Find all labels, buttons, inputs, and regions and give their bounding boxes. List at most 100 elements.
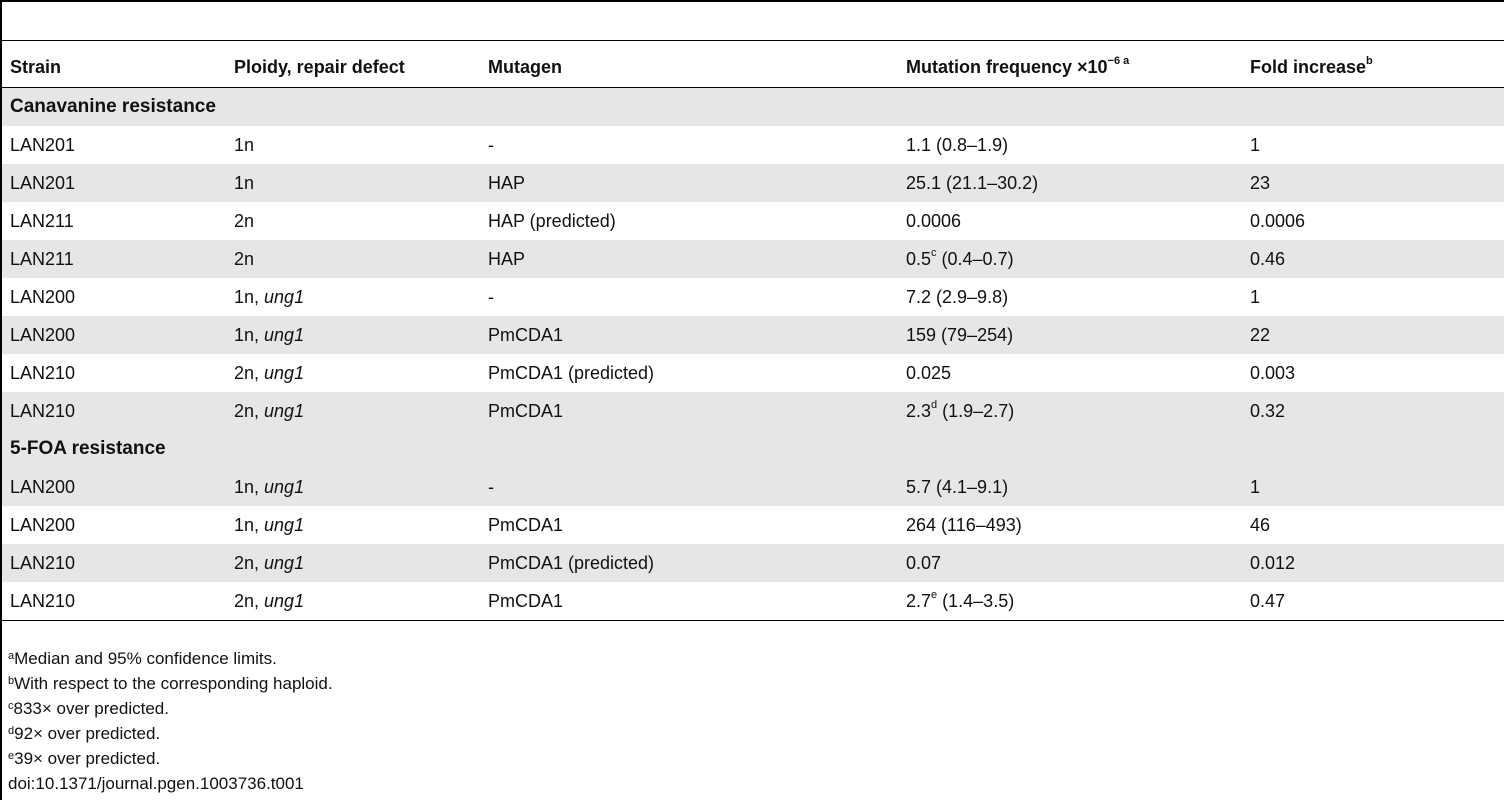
frequency-value: 5.7 <box>906 476 932 497</box>
footnote: e39× over predicted. <box>8 746 333 771</box>
footnote-mark: c <box>8 700 14 712</box>
frequency-confidence-interval: (0.4–0.7) <box>936 248 1014 269</box>
strain-cell: LAN200 <box>2 316 226 354</box>
fold-cell: 22 <box>1242 316 1504 354</box>
fold-footnote-mark: b <box>1366 54 1373 67</box>
footnote-text: Median and 95% confidence limits. <box>14 649 277 668</box>
fold-cell: 0.012 <box>1242 544 1504 582</box>
mutagen-value: PmCDA1 <box>488 400 564 421</box>
doi-line: doi:10.1371/journal.pgen.1003736.t001 <box>8 774 304 793</box>
strain-cell: LAN211 <box>2 202 226 240</box>
fold-value: 0.47 <box>1250 590 1286 611</box>
strain-value: LAN200 <box>10 286 76 307</box>
mutagen-value: HAP <box>488 172 526 193</box>
frequency-value: 25.1 <box>906 172 942 193</box>
mutagen-cell: PmCDA1 <box>480 582 898 621</box>
frequency-cell: 264 (116–493) <box>898 506 1242 544</box>
column-header-fold: Fold increaseb <box>1242 47 1504 88</box>
strain-cell: LAN201 <box>2 126 226 164</box>
table-row: LAN201 1n - 1.1 (0.8–1.9) 1 <box>2 126 1504 164</box>
frequency-footnote-mark: c <box>931 246 937 259</box>
mutagen-cell: - <box>480 126 898 164</box>
strain-value: LAN210 <box>10 590 76 611</box>
fold-value: 0.32 <box>1250 400 1286 421</box>
frequency-value: 0.07 <box>906 552 942 573</box>
mutagen-cell: PmCDA1 (predicted) <box>480 354 898 392</box>
strain-value: LAN210 <box>10 362 76 383</box>
fold-cell: 23 <box>1242 164 1504 202</box>
fold-value: 1 <box>1250 286 1261 307</box>
frequency-confidence-interval: (1.9–2.7) <box>937 400 1015 421</box>
table-body: Canavanine resistance LAN201 1n - 1.1 (0.8–1… <box>2 87 1504 621</box>
fold-value: 1 <box>1250 134 1261 155</box>
frequency-value: 0.5 <box>906 248 932 269</box>
ploidy-cell: 1n, ung1 <box>226 316 480 354</box>
fold-cell: 0.32 <box>1242 392 1504 430</box>
ploidy-value: 2n, <box>234 362 265 383</box>
mutagen-value: - <box>488 134 494 155</box>
mutagen-cell: HAP (predicted) <box>480 202 898 240</box>
table-row: LAN210 2n, ung1 PmCDA1 (predicted) 0.025 0.0… <box>2 354 1504 392</box>
repair-defect-gene: ung1 <box>264 324 305 345</box>
repair-defect-gene: ung1 <box>264 286 305 307</box>
frequency-confidence-interval: (79–254) <box>936 324 1014 345</box>
ploidy-value: 1n <box>234 172 255 193</box>
footnote: c833× over predicted. <box>8 696 333 721</box>
frequency-value: 159 <box>906 324 937 345</box>
frequency-cell: 25.1 (21.1–30.2) <box>898 164 1242 202</box>
frequency-cell: 0.0006 <box>898 202 1242 240</box>
frequency-confidence-interval: (1.4–3.5) <box>937 590 1015 611</box>
table-row: LAN210 2n, ung1 PmCDA1 2.7e (1.4–3.5) 0.47 <box>2 582 1504 621</box>
frequency-cell: 0.07 <box>898 544 1242 582</box>
strain-value: LAN210 <box>10 400 76 421</box>
fold-value: 0.012 <box>1250 552 1296 573</box>
frequency-cell: 2.7e (1.4–3.5) <box>898 582 1242 621</box>
strain-value: LAN201 <box>10 134 76 155</box>
ploidy-cell: 2n, ung1 <box>226 544 480 582</box>
mutagen-cell: PmCDA1 (predicted) <box>480 544 898 582</box>
ploidy-value: 2n <box>234 210 255 231</box>
frequency-cell: 2.3d (1.9–2.7) <box>898 392 1242 430</box>
fold-cell: 1 <box>1242 126 1504 164</box>
header-rule <box>0 40 1504 41</box>
mutagen-value: PmCDA1 <box>488 324 564 345</box>
column-header-ploidy: Ploidy, repair defect <box>226 47 480 88</box>
strain-value: LAN201 <box>10 172 76 193</box>
table-row: LAN200 1n, ung1 PmCDA1 264 (116–493) 46 <box>2 506 1504 544</box>
strain-value: LAN211 <box>10 210 74 231</box>
header-row: Strain Ploidy, repair defect Mutagen Mut… <box>2 47 1504 88</box>
section-title: 5-FOA resistance <box>2 430 1504 468</box>
fold-cell: 0.0006 <box>1242 202 1504 240</box>
repair-defect-gene: ung1 <box>264 400 305 421</box>
frequency-confidence-interval: (4.1–9.1) <box>931 476 1009 497</box>
section-row: Canavanine resistance <box>2 87 1504 126</box>
strain-cell: LAN210 <box>2 544 226 582</box>
ploidy-value: 2n, <box>234 552 265 573</box>
table-row: LAN200 1n, ung1-7.2 (2.9–9.8) 1 <box>2 278 1504 316</box>
mutagen-value: - <box>488 476 494 497</box>
fold-cell: 0.46 <box>1242 240 1504 278</box>
footnote-list: aMedian and 95% confidence limits. bWith … <box>8 646 333 771</box>
frequency-confidence-interval: (0.8–1.9) <box>931 134 1009 155</box>
frequency-value: 7.2 <box>906 286 932 307</box>
repair-defect-gene: ung1 <box>264 514 305 535</box>
footnote-text: With respect to the corresponding haploi… <box>14 674 333 693</box>
fold-cell: 0.47 <box>1242 582 1504 621</box>
mutagen-value: PmCDA1 (predicted) <box>488 552 655 573</box>
mutagen-cell: PmCDA1 <box>480 316 898 354</box>
frequency-confidence-interval: (116–493) <box>936 514 1022 535</box>
footnote-mark: b <box>8 675 15 687</box>
mutagen-cell: HAP <box>480 164 898 202</box>
ploidy-cell: 1n <box>226 126 480 164</box>
mutagen-value: - <box>488 286 494 307</box>
fold-value: 0.003 <box>1250 362 1296 383</box>
repair-defect-gene: ung1 <box>264 476 305 497</box>
ploidy-value: 2n, <box>234 400 265 421</box>
ploidy-cell: 2n <box>226 202 480 240</box>
mutagen-value: PmCDA1 <box>488 590 564 611</box>
mutagen-cell: - <box>480 278 898 316</box>
mutagen-value: HAP (predicted) <box>488 210 616 231</box>
fold-cell: 0.003 <box>1242 354 1504 392</box>
table-row: LAN210 2n, ung1 PmCDA1 (predicted) 0.07 0.01… <box>2 544 1504 582</box>
frequency-value: 0.025 <box>906 362 952 383</box>
